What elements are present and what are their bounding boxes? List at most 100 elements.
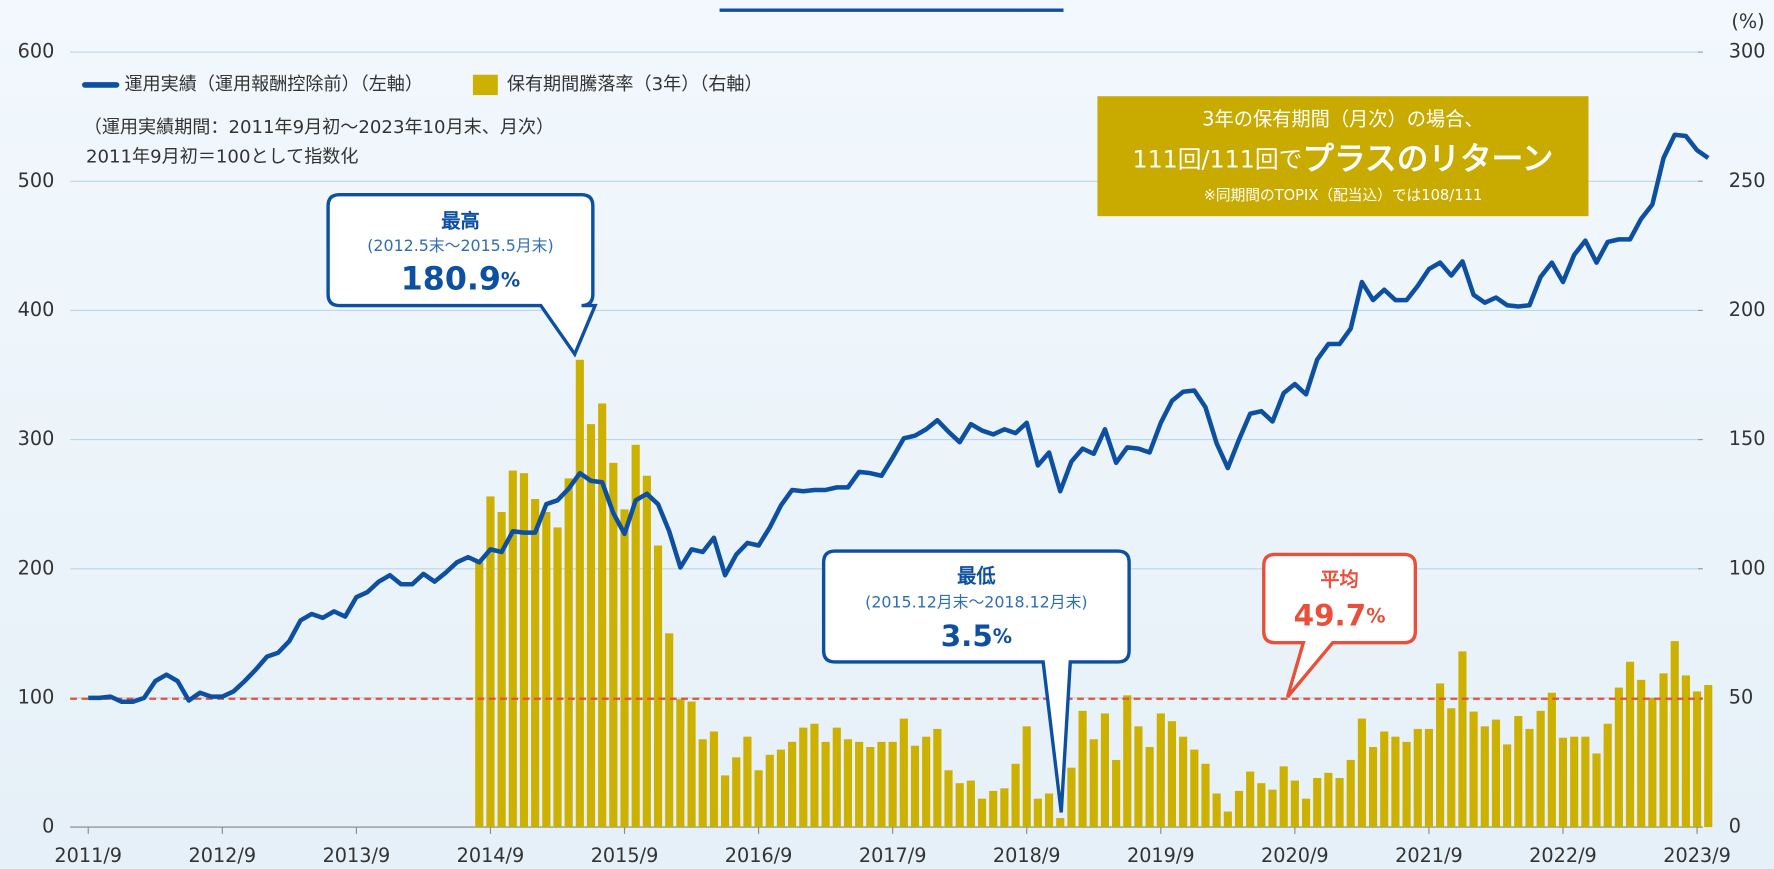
callout-title: 平均 [1320, 568, 1358, 591]
bar [732, 757, 741, 828]
bar [1078, 710, 1087, 828]
bar [977, 798, 987, 828]
bar [1525, 728, 1534, 828]
y2-tick-label: 0 [1729, 815, 1741, 838]
bar [1704, 685, 1713, 828]
callout-title: 最高 [441, 209, 479, 232]
bar [1424, 728, 1434, 828]
bar [955, 783, 964, 828]
y2-tick-label: 100 [1729, 556, 1766, 579]
bar [1692, 691, 1702, 828]
bar [653, 545, 663, 828]
y2-tick-label: 150 [1729, 427, 1766, 450]
bar [1469, 711, 1478, 828]
legend-label: 保有期間騰落率（3年）（右軸） [507, 74, 763, 95]
highlight-text: 3年の保有期間（月次）の場合、 [1202, 107, 1483, 130]
callout-period: (2015.12月末～2018.12月末) [865, 593, 1087, 612]
x-tick-label: 2015/9 [591, 844, 659, 867]
bar [720, 775, 730, 828]
highlight-text: 111回/111回で [1132, 145, 1302, 173]
bar [564, 478, 573, 828]
bar [1123, 695, 1132, 828]
callout-period: (2012.5末～2015.5月末) [367, 236, 553, 255]
bar [1290, 780, 1299, 828]
y-tick-label: 0 [42, 815, 54, 838]
bar [475, 562, 484, 828]
bar [676, 699, 685, 828]
bar [1089, 739, 1098, 828]
bar [542, 511, 551, 828]
y-tick-label: 100 [18, 685, 55, 708]
callout-unit: % [501, 268, 520, 291]
bar [1346, 759, 1355, 828]
callout-value: 49.7 [1294, 598, 1367, 632]
bar [1558, 737, 1568, 828]
y2-tick-label: 200 [1729, 298, 1766, 321]
bar [508, 470, 517, 828]
bar [754, 770, 763, 828]
bar [1458, 651, 1467, 828]
bar [642, 475, 651, 828]
plot-area: 0 100 200 300 400 500 600 0 50 100 150 200 250 300 201… [18, 40, 1766, 867]
highlight-text: プラスのリターン [1302, 142, 1553, 178]
bar [1491, 719, 1501, 828]
y2-tick-label: 250 [1729, 169, 1766, 192]
bar [966, 780, 975, 828]
bar [709, 731, 718, 828]
bar [1257, 783, 1266, 828]
bar [687, 701, 696, 828]
x-tick-label: 2023/9 [1663, 844, 1731, 867]
y2-unit: (%) [1731, 10, 1764, 33]
y-tick-label: 500 [18, 169, 55, 192]
callout-value: 3.5 [941, 619, 993, 653]
bar [575, 359, 584, 828]
bar [497, 511, 506, 828]
bar [1223, 811, 1232, 828]
bar [1413, 728, 1422, 828]
bar [1447, 708, 1456, 828]
x-tick-label: 2016/9 [725, 844, 793, 867]
callout-unit: % [993, 625, 1012, 648]
bar [1670, 641, 1679, 828]
highlight-box [1097, 96, 1589, 217]
bar [1603, 723, 1612, 828]
bar [810, 723, 819, 828]
bar [1503, 744, 1512, 828]
bar [1179, 736, 1188, 828]
bar [1313, 778, 1322, 828]
bar [1301, 798, 1311, 828]
bar [1514, 716, 1523, 828]
bar [1391, 736, 1400, 828]
callout [1262, 552, 1418, 699]
bar [765, 754, 774, 828]
x-tick-label: 2014/9 [457, 844, 525, 867]
callout-value: 49.7% [1294, 598, 1386, 632]
bar [1648, 697, 1657, 828]
bar [1637, 679, 1646, 828]
bar [1324, 772, 1333, 828]
callout-value: 180.9% [401, 262, 520, 298]
x-tick-label: 2018/9 [993, 844, 1061, 867]
bar [799, 727, 808, 828]
bar [1480, 726, 1489, 828]
bar [1357, 718, 1366, 828]
bar [843, 739, 853, 828]
x-tick-label: 2019/9 [1127, 844, 1195, 867]
callout-value: 3.5% [941, 619, 1012, 653]
bar [1156, 713, 1165, 828]
bar [1547, 692, 1556, 828]
bar [1044, 793, 1054, 828]
bar [821, 741, 830, 828]
bar [598, 403, 607, 828]
bar [899, 718, 908, 828]
bar [1614, 687, 1623, 828]
legend-label: 運用実績（運用報酬控除前）（左軸） [124, 74, 423, 95]
legend-swatch-bar [472, 74, 498, 96]
bar [1167, 721, 1177, 828]
y2-tick-label: 300 [1729, 40, 1766, 63]
bar [832, 727, 841, 828]
bar [1436, 683, 1445, 828]
bar [1000, 788, 1009, 828]
